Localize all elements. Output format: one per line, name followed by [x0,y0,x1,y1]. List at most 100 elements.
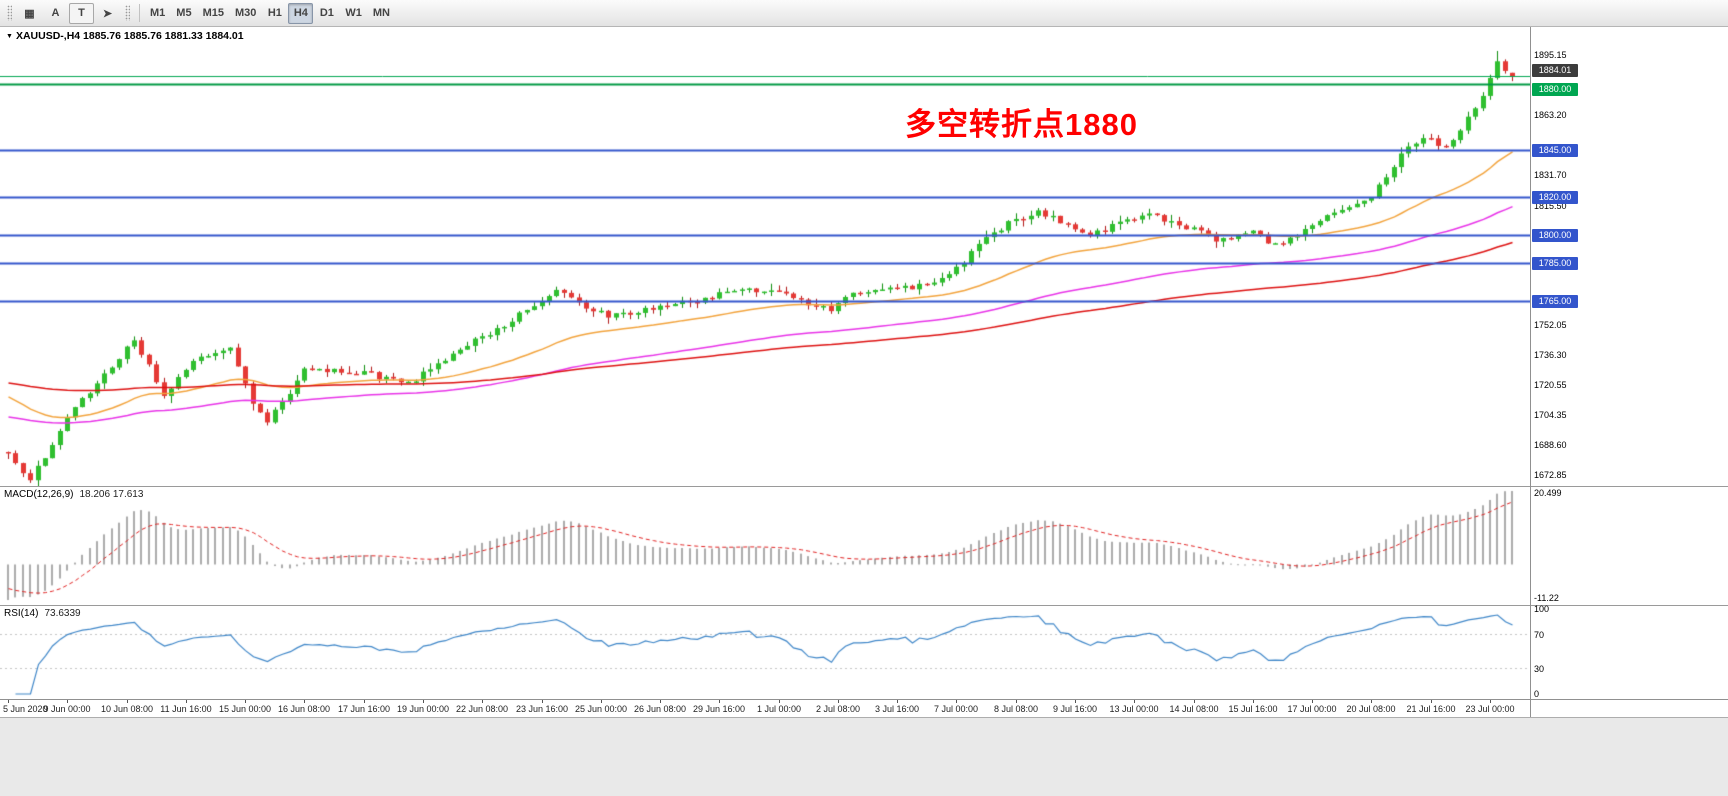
time-label: 9 Jun 00:00 [43,704,91,714]
time-label: 19 Jun 00:00 [396,704,450,714]
time-tick [1075,700,1076,703]
time-tick [423,700,424,703]
macd-scale-min: -11.22 [1534,593,1559,603]
ohlc-text: XAUUSD-,H4 1885.76 1885.76 1881.33 1884.… [15,30,244,42]
price-axis-label: 1672.85 [1534,469,1567,480]
time-tick [8,700,9,703]
price-axis-label: 1752.05 [1534,320,1567,331]
time-label: 17 Jun 16:00 [337,704,391,714]
time-label: 20 Jul 08:00 [1346,704,1396,714]
time-label: 16 Jun 08:00 [277,704,331,714]
price-level-badge: 1765.00 [1532,294,1578,308]
rsi-scale-label: 0 [1534,689,1540,699]
timeframe-d1-button[interactable]: D1 [314,3,339,24]
time-label: 13 Jul 00:00 [1109,704,1159,714]
price-axis-label: 1831.70 [1534,169,1567,180]
time-label: 23 Jun 16:00 [515,704,569,714]
pointer-button[interactable]: ➤ [95,3,120,24]
time-label: 3 Jul 16:00 [874,704,920,714]
price-axis-label: 1736.30 [1534,350,1567,361]
price-level-badge: 1800.00 [1532,228,1578,242]
macd-name: MACD(12,26,9) [4,489,74,500]
price-level-badge: 1820.00 [1532,191,1578,204]
time-label: 5 Jun 2020 [3,704,48,714]
time-tick [1194,700,1195,703]
time-tick [1253,700,1254,703]
time-tick [838,700,839,703]
time-label: 2 Jul 08:00 [815,704,861,714]
letter-a-icon: A [51,7,60,19]
timeframe-m5-button[interactable]: M5 [171,3,196,24]
time-tick [719,700,720,703]
time-tick [1134,700,1135,703]
price-level-badge: 1880.00 [1532,82,1578,96]
time-label: 8 Jul 08:00 [993,704,1039,714]
rsi-value: 73.6339 [44,608,81,619]
price-axis-label: 1688.60 [1534,440,1567,451]
macd-indicator-label: MACD(12,26,9) 18.206 17.613 [4,489,143,500]
price-chart-pane[interactable]: ▼ XAUUSD-,H4 1885.76 1885.76 1881.33 1884… [0,27,1728,486]
time-label: 10 Jun 08:00 [100,704,154,714]
timeframe-mn-button[interactable]: MN [368,3,395,24]
rsi-chart-canvas[interactable] [0,606,1530,699]
rsi-scale-label: 100 [1534,604,1550,614]
price-axis-label: 1815.50 [1534,200,1567,211]
rsi-pane[interactable]: RSI(14) 73.6339 100 70 30 0 [0,604,1728,699]
timeframe-h1-button[interactable]: H1 [262,3,287,24]
macd-values: 18.206 17.613 [79,489,144,500]
timeframe-w1-button[interactable]: W1 [340,3,367,24]
time-tick [601,700,602,703]
time-label: 21 Jul 16:00 [1406,704,1456,714]
timeframe-h4-button[interactable]: H4 [288,2,314,24]
macd-pane[interactable]: MACD(12,26,9) 18.206 17.613 20.499 -11.22 [0,487,1728,605]
timeframe-m30-button[interactable]: M30 [230,3,261,24]
price-axis[interactable]: 1895.15 1863.20 1831.70 1815.50 1752.05 1736.… [1531,27,1728,699]
toolbar-separator [139,4,140,22]
rsi-scale-label: 70 [1534,629,1545,640]
symbol-ohlc-readout: ▼ XAUUSD-,H4 1885.76 1885.76 1881.33 1884… [6,30,244,42]
time-tick [1016,700,1017,703]
price-level-badge: 1845.00 [1532,143,1578,157]
timeframe-toolbar: ▦ A T ➤ M1 M5 M15 M30 H1 H4 D1 W1 MN [0,0,1728,27]
timeframe-m1-button[interactable]: M1 [145,3,170,24]
rsi-name: RSI(14) [4,608,39,619]
time-label: 15 Jul 16:00 [1228,704,1278,714]
text-tool-button[interactable]: T [69,2,94,24]
time-tick [304,700,305,703]
time-label: 9 Jul 16:00 [1052,704,1098,714]
charts-grid-button[interactable]: ▦ [17,3,42,24]
time-axis[interactable]: 5 Jun 2020 9 Jun 00:00 10 Jun 08:00 11 Jun … [0,699,1728,717]
time-label: 25 Jun 00:00 [574,704,628,714]
price-axis-label: 1863.20 [1534,110,1567,121]
time-tick [542,700,543,703]
price-axis-label: 1720.55 [1534,379,1567,390]
timeframe-m15-button[interactable]: M15 [198,3,229,24]
time-label: 22 Jun 08:00 [455,704,509,714]
pane-resize-handle[interactable] [0,486,1728,487]
toolbar-grip[interactable] [7,5,12,21]
text-tool-icon: T [78,7,85,19]
letter-a-button[interactable]: A [43,3,68,24]
macd-chart-canvas[interactable] [0,487,1530,605]
pointer-icon: ➤ [102,7,113,20]
current-price-badge: 1884.01 [1532,64,1578,78]
time-tick [186,700,187,703]
chart-window: ▼ XAUUSD-,H4 1885.76 1885.76 1881.33 1884… [0,27,1728,717]
pane-resize-handle[interactable] [0,605,1728,606]
time-label: 17 Jul 00:00 [1287,704,1337,714]
price-level-badge: 1785.00 [1532,257,1578,271]
price-axis-label: 1704.35 [1534,410,1567,421]
time-tick [1312,700,1313,703]
candlestick-chart-canvas[interactable] [0,27,1530,486]
time-tick [779,700,780,703]
time-tick [127,700,128,703]
macd-scale-max: 20.499 [1534,488,1562,498]
chevron-down-icon: ▼ [6,33,13,40]
window-bottom-area [0,717,1728,796]
time-tick [67,700,68,703]
time-tick [1371,700,1372,703]
time-label: 14 Jul 08:00 [1169,704,1219,714]
toolbar-grip[interactable] [125,5,130,21]
time-tick [956,700,957,703]
